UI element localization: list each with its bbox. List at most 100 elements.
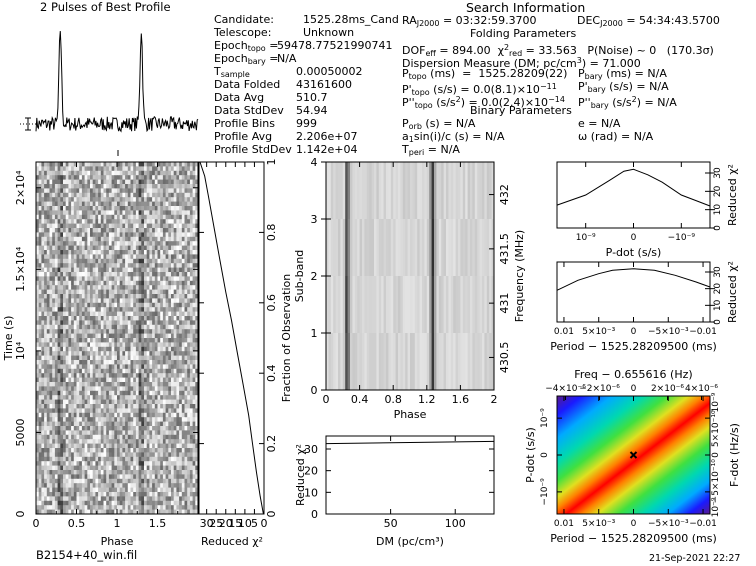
heatmap-cell xyxy=(63,434,67,440)
heatmap-cell xyxy=(141,258,145,264)
heatmap-cell xyxy=(52,245,56,251)
heatmap-cell xyxy=(119,382,123,387)
heatmap-cell xyxy=(81,214,85,220)
heatmap-cell xyxy=(98,170,102,176)
heatmap-cell xyxy=(92,386,96,392)
heatmap-cell xyxy=(179,241,183,246)
heatmap-cell xyxy=(100,210,104,216)
heatmap-cell xyxy=(165,478,169,484)
heatmap-cell xyxy=(103,245,107,251)
heatmap-cell xyxy=(98,162,102,167)
heatmap-cell xyxy=(173,465,177,471)
heatmap-cell xyxy=(108,241,112,246)
heatmap-cell xyxy=(184,338,188,343)
subband-cell xyxy=(465,162,468,220)
heatmap-cell xyxy=(103,289,107,295)
heatmap-cell xyxy=(195,236,199,242)
heatmap-cell xyxy=(165,214,169,220)
heatmap-cell xyxy=(173,223,177,229)
heatmap-cell xyxy=(49,492,53,497)
heatmap-cell xyxy=(103,263,107,268)
heatmap-cell xyxy=(171,210,175,216)
heatmap-cell xyxy=(154,192,158,198)
heatmap-cell xyxy=(146,505,150,510)
heatmap-cell xyxy=(117,192,121,198)
heatmap-cell xyxy=(38,382,42,387)
heatmap-cell xyxy=(157,210,161,216)
heatmap-cell xyxy=(122,175,126,180)
eccentricity: e = N/A xyxy=(578,117,621,130)
heatmap-cell xyxy=(46,368,50,374)
heatmap-cell xyxy=(95,219,99,224)
heatmap-cell xyxy=(63,364,67,370)
heatmap-cell xyxy=(52,254,56,260)
heatmap-cell xyxy=(152,426,156,431)
heatmap-cell xyxy=(92,285,96,290)
heatmap-cell xyxy=(162,461,166,466)
heatmap-cell xyxy=(46,456,50,462)
heatmap-cell xyxy=(152,192,156,198)
heatmap-cell xyxy=(111,478,115,484)
heatmap-cell xyxy=(117,338,121,343)
heatmap-cell xyxy=(187,338,191,343)
heatmap-cell xyxy=(36,316,40,321)
heatmap-cell xyxy=(87,470,91,475)
heatmap-cell xyxy=(68,210,72,216)
subband-cell xyxy=(422,162,425,220)
heatmap-cell xyxy=(187,443,191,449)
heatmap-cell xyxy=(138,492,142,497)
heatmap-cell xyxy=(154,166,158,172)
heatmap-cell xyxy=(152,478,156,484)
heatmap-cell xyxy=(114,408,118,414)
heatmap-cell xyxy=(133,302,137,308)
heatmap-cell xyxy=(92,302,96,308)
heatmap-cell xyxy=(133,461,137,466)
heatmap-cell xyxy=(152,487,156,493)
heatmap-cell xyxy=(171,496,175,502)
heatmap-cell xyxy=(149,452,153,458)
heatmap-cell xyxy=(195,483,199,488)
heatmap-cell xyxy=(38,426,42,431)
heatmap-cell xyxy=(92,487,96,493)
heatmap-cell xyxy=(119,162,123,167)
heatmap-cell xyxy=(114,465,118,471)
heatmap-cell xyxy=(189,228,193,233)
heatmap-cell xyxy=(44,280,48,286)
heatmap-cell xyxy=(181,263,185,268)
heatmap-cell xyxy=(141,298,145,304)
heatmap-cell xyxy=(133,276,137,282)
heatmap-cell xyxy=(122,210,126,216)
heatmap-cell xyxy=(52,162,56,167)
heatmap-cell xyxy=(84,390,88,396)
heatmap-cell xyxy=(111,197,115,202)
heatmap-cell xyxy=(133,294,137,299)
heatmap-cell xyxy=(135,166,139,172)
heatmap-cell xyxy=(114,333,118,339)
heatmap-cell xyxy=(171,364,175,370)
heatmap-cell xyxy=(54,192,58,198)
heatmap-cell xyxy=(173,294,177,299)
heatmap-cell xyxy=(52,241,56,246)
heatmap-cell xyxy=(195,439,199,444)
heatmap-cell xyxy=(38,412,42,418)
heatmap-cell xyxy=(90,505,94,510)
heatmap-cell xyxy=(133,184,137,189)
heatmap-cell xyxy=(65,492,69,497)
heatmap-cell xyxy=(79,456,83,462)
heatmap-cell xyxy=(79,254,83,260)
heatmap-cell xyxy=(119,377,123,383)
heatmap-cell xyxy=(127,390,131,396)
heatmap-cell xyxy=(65,496,69,502)
heatmap-cell xyxy=(95,377,99,383)
heatmap-cell xyxy=(98,342,102,348)
cand-label: Epochbary = xyxy=(214,52,279,66)
heatmap-cell xyxy=(106,368,110,374)
heatmap-cell xyxy=(122,320,126,326)
heatmap-cell xyxy=(111,311,115,317)
heatmap-cell xyxy=(165,201,169,207)
heatmap-cell xyxy=(133,210,137,216)
heatmap-cell xyxy=(54,434,58,440)
heatmap-cell xyxy=(46,210,50,216)
heatmap-cell xyxy=(122,184,126,189)
heatmap-cell xyxy=(41,258,45,264)
